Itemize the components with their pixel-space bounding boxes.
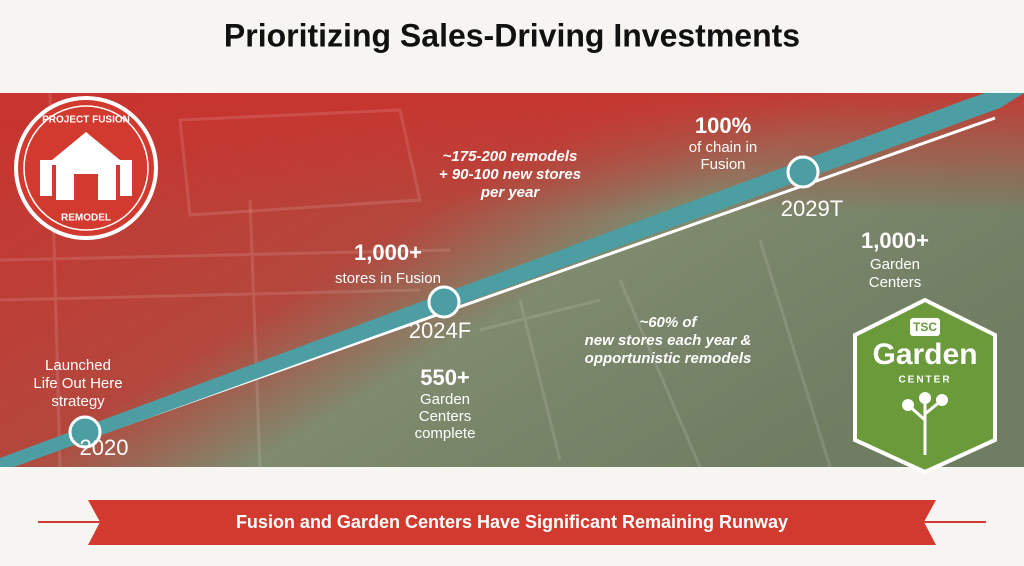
badge-text: REMODEL	[61, 213, 111, 224]
footer-banner: Fusion and Garden Centers Have Significa…	[38, 500, 986, 545]
year: 2020	[80, 435, 129, 460]
title: Prioritizing Sales-Driving Investments	[224, 17, 800, 53]
figure: 100%	[695, 113, 751, 138]
figure: 550+	[420, 365, 470, 390]
note: strategy	[51, 393, 105, 410]
timeline-arrow	[0, 93, 1024, 471]
note: Garden	[420, 391, 470, 408]
garden-note: opportunistic remodels	[585, 350, 752, 367]
badge-text: PROJECT FUSION	[42, 115, 130, 126]
badge-text: CENTER	[898, 375, 951, 386]
note: Launched	[45, 357, 111, 374]
rate-note: + 90-100 new stores	[439, 166, 581, 183]
note: stores in Fusion	[335, 270, 441, 287]
milestone-text: 2020 Launched Life Out Here strategy 202…	[33, 113, 843, 460]
year: 2029T	[781, 196, 843, 221]
note: Centers	[419, 408, 472, 425]
annotations: ~175-200 remodels + 90-100 new stores pe…	[415, 148, 929, 442]
milestone-markers	[68, 155, 820, 449]
figure: 1,000+	[861, 228, 929, 253]
garden-note: ~60% of	[639, 314, 698, 331]
badge-text: Garden	[872, 338, 977, 371]
rate-note: ~175-200 remodels	[443, 148, 578, 165]
note: Fusion	[700, 156, 745, 173]
note: of chain in	[689, 139, 757, 156]
note: Life Out Here	[33, 375, 122, 392]
garden-note: new stores each year &	[585, 332, 752, 349]
year: 2024F	[409, 318, 471, 343]
figure: 1,000+	[354, 240, 422, 265]
note: Garden	[870, 256, 920, 273]
note: complete	[415, 425, 476, 442]
note: Centers	[869, 274, 922, 291]
garden-badge: TSC Garden CENTER	[853, 297, 997, 475]
rate-note: per year	[480, 184, 541, 201]
banner-text: Fusion and Garden Centers Have Significa…	[236, 512, 788, 532]
fusion-badge: PROJECT FUSION REMODEL	[14, 96, 158, 240]
badge-text: TSC	[913, 320, 937, 334]
